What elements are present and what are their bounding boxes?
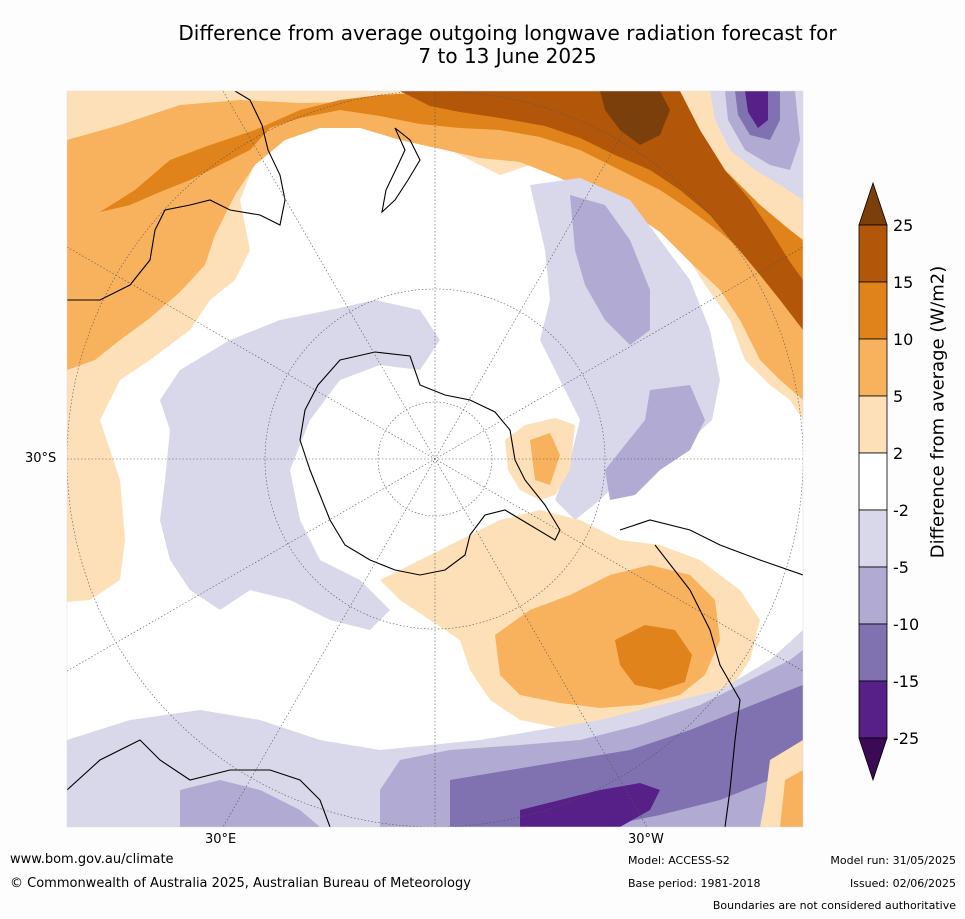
anomaly-m10-m15-south <box>450 685 803 827</box>
australia-coastline <box>67 91 286 301</box>
anomaly-5-10-north <box>67 100 803 400</box>
colorbar-extend-bottom <box>858 737 888 782</box>
disclaimer-text: Boundaries are not considered authoritat… <box>712 899 956 912</box>
anomaly-m5-m10-pacific <box>570 195 650 345</box>
colorbar-tick-m25: -25 <box>893 729 920 748</box>
colorbar-tick-2: 2 <box>893 444 904 463</box>
colorbar-tick-10: 10 <box>893 330 914 349</box>
lon-label-30w: 30°W <box>628 832 664 847</box>
colorbar-tick-25: 25 <box>893 216 914 235</box>
lat-label-30s: 30°S <box>25 451 57 466</box>
south-america-coastline <box>619 519 803 576</box>
colorbar-neutral <box>858 452 888 511</box>
anomaly-m5-m10-atlantic <box>605 385 705 500</box>
anomaly-m15-m25-south <box>520 783 660 827</box>
base-period-text: Base period: 1981-2018 <box>628 877 761 890</box>
anomaly-5-10-peninsula <box>530 433 560 485</box>
anomaly-m15-m25-ne <box>745 91 768 128</box>
colorbar-m5-m10 <box>858 566 888 625</box>
model-text: Model: ACCESS-S2 <box>628 854 730 867</box>
colorbar-2-5 <box>858 395 888 454</box>
colorbar-tick-15: 15 <box>893 273 914 292</box>
lon-label-30e: 30°E <box>205 832 237 847</box>
colorbar-tick-m15: -15 <box>893 672 920 691</box>
colorbar-label: Difference from average (W/m2) <box>927 265 949 559</box>
map-frame <box>66 90 804 828</box>
map-title: Difference from average outgoing longwav… <box>0 22 965 68</box>
copyright-text: © Commonwealth of Australia 2025, Austra… <box>10 876 471 891</box>
colorbar-5-10 <box>858 338 888 397</box>
colorbar-m10-m15 <box>858 623 888 682</box>
anomaly-2-5-west <box>67 400 125 602</box>
map-panel <box>67 91 803 827</box>
anomaly-m5-m10-sw <box>180 780 320 827</box>
colorbar <box>858 181 888 782</box>
colorbar-m15-m25 <box>858 680 888 739</box>
issued-text: Issued: 02/06/2025 <box>849 877 956 890</box>
colorbar-tick-m2: -2 <box>893 501 909 520</box>
africa-coastline-west <box>67 739 331 827</box>
colorbar-15-25 <box>858 224 888 283</box>
map-title-line1: Difference from average outgoing longwav… <box>178 21 837 45</box>
anomaly-10-15-south <box>615 625 692 690</box>
africa-coastline <box>654 544 741 827</box>
new-zealand-coastline <box>381 127 421 214</box>
anomaly-m2-m5-indian <box>160 300 440 630</box>
colorbar-10-15 <box>858 281 888 340</box>
anomaly-15-25-north <box>400 91 803 330</box>
antarctica-coastline <box>299 351 561 576</box>
colorbar-m2-m5 <box>858 509 888 568</box>
colorbar-extend-top <box>858 181 888 226</box>
anomaly-5-10-se <box>780 770 803 827</box>
anomaly-above-25-north <box>600 91 670 145</box>
model-run-text: Model run: 31/05/2025 <box>830 854 956 867</box>
map-title-line2: 7 to 13 June 2025 <box>418 44 597 68</box>
colorbar-tick-m10: -10 <box>893 615 920 634</box>
website-link[interactable]: www.bom.gov.au/climate <box>10 852 174 867</box>
graticule <box>67 91 803 827</box>
colorbar-tick-5: 5 <box>893 387 904 406</box>
colorbar-tick-m5: -5 <box>893 558 909 577</box>
